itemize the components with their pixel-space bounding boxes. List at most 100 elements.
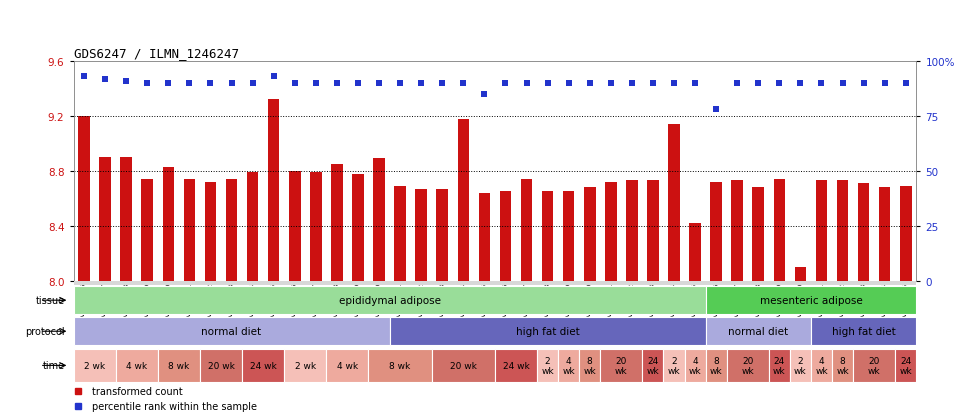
Bar: [668, 125, 680, 281]
Bar: [74, 318, 390, 345]
Point: [476, 92, 492, 98]
Bar: [815, 181, 827, 281]
Bar: [368, 349, 432, 382]
Text: 2 wk: 2 wk: [84, 361, 105, 370]
Text: high fat diet: high fat diet: [515, 326, 579, 337]
Point: [518, 81, 534, 87]
Point: [582, 81, 598, 87]
Bar: [200, 349, 242, 382]
Bar: [626, 181, 638, 281]
Bar: [896, 349, 916, 382]
Bar: [663, 349, 685, 382]
Text: 4 wk: 4 wk: [126, 361, 147, 370]
Point: [729, 81, 745, 87]
Bar: [685, 349, 706, 382]
Bar: [74, 349, 116, 382]
Point: [245, 81, 261, 87]
Bar: [706, 287, 916, 314]
Bar: [520, 180, 532, 281]
Bar: [710, 182, 722, 281]
Bar: [289, 171, 301, 281]
Point: [392, 81, 408, 87]
Text: 20 wk: 20 wk: [450, 361, 476, 370]
Point: [498, 81, 514, 87]
Bar: [78, 116, 90, 281]
Bar: [74, 287, 706, 314]
Bar: [158, 349, 200, 382]
Point: [709, 107, 724, 114]
Text: 20
wk: 20 wk: [868, 356, 880, 375]
Bar: [837, 181, 849, 281]
Point: [603, 81, 618, 87]
Bar: [753, 188, 764, 281]
Bar: [326, 349, 368, 382]
Bar: [811, 349, 832, 382]
Text: 8 wk: 8 wk: [169, 361, 189, 370]
Text: 24
wk: 24 wk: [773, 356, 786, 375]
Point: [687, 81, 703, 87]
Bar: [832, 349, 854, 382]
Bar: [900, 186, 911, 281]
Point: [624, 81, 640, 87]
Point: [76, 74, 92, 81]
Bar: [706, 349, 727, 382]
Bar: [854, 349, 896, 382]
Text: time: time: [43, 361, 65, 370]
Bar: [163, 167, 174, 281]
Point: [561, 81, 576, 87]
Text: protocol: protocol: [25, 326, 65, 337]
Point: [898, 81, 913, 87]
Bar: [689, 223, 701, 281]
Point: [771, 81, 787, 87]
Text: 24 wk: 24 wk: [250, 361, 276, 370]
Bar: [99, 158, 111, 281]
Text: 4
wk: 4 wk: [815, 356, 828, 375]
Bar: [331, 164, 343, 281]
Point: [203, 81, 219, 87]
Point: [308, 81, 323, 87]
Bar: [284, 349, 326, 382]
Bar: [584, 188, 596, 281]
Bar: [731, 181, 743, 281]
Bar: [394, 186, 406, 281]
Text: 2
wk: 2 wk: [667, 356, 680, 375]
Bar: [879, 188, 891, 281]
Text: 8 wk: 8 wk: [389, 361, 411, 370]
Point: [119, 78, 134, 85]
Point: [856, 81, 871, 87]
Point: [540, 81, 556, 87]
Point: [371, 81, 387, 87]
Bar: [773, 180, 785, 281]
Bar: [769, 349, 790, 382]
Bar: [310, 173, 321, 281]
Text: 20
wk: 20 wk: [742, 356, 754, 375]
Bar: [727, 349, 769, 382]
Point: [666, 81, 682, 87]
Text: mesenteric adipose: mesenteric adipose: [760, 295, 862, 306]
Point: [97, 76, 113, 83]
Point: [751, 81, 766, 87]
Bar: [225, 180, 237, 281]
Text: 20 wk: 20 wk: [208, 361, 234, 370]
Text: 8
wk: 8 wk: [710, 356, 722, 375]
Text: 24
wk: 24 wk: [647, 356, 660, 375]
Bar: [706, 318, 811, 345]
Text: 4
wk: 4 wk: [563, 356, 575, 375]
Bar: [121, 158, 132, 281]
Point: [181, 81, 197, 87]
Bar: [141, 180, 153, 281]
Bar: [643, 349, 663, 382]
Bar: [205, 182, 217, 281]
Point: [223, 81, 239, 87]
Bar: [495, 349, 537, 382]
Bar: [563, 192, 574, 281]
Bar: [605, 182, 616, 281]
Bar: [116, 349, 158, 382]
Text: normal diet: normal diet: [202, 326, 262, 337]
Bar: [537, 349, 559, 382]
Text: percentile rank within the sample: percentile rank within the sample: [92, 401, 257, 411]
Bar: [811, 318, 916, 345]
Bar: [247, 173, 259, 281]
Text: normal diet: normal diet: [728, 326, 788, 337]
Bar: [579, 349, 601, 382]
